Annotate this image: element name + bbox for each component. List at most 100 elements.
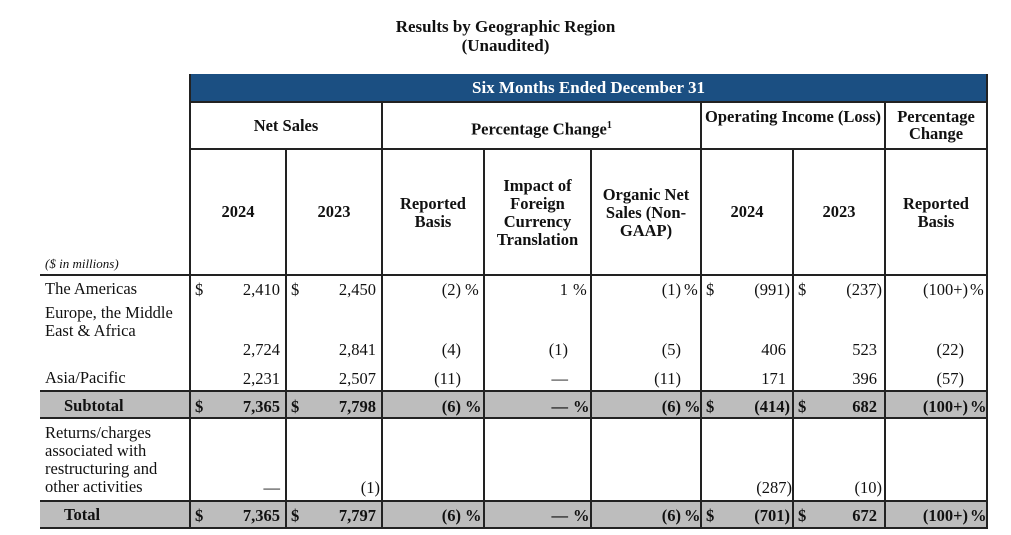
row-label: Returns/charges associated with restruct…: [45, 423, 158, 496]
table-cell: (414): [754, 397, 790, 416]
table-cell: —: [263, 478, 281, 497]
dollar-sign: $: [291, 280, 300, 299]
rule-below-subtotal: [40, 417, 987, 419]
table-cell: 406: [761, 340, 786, 359]
table-cell: 523: [852, 340, 877, 359]
table-cell: 2,231: [242, 369, 280, 388]
percent-sign: %: [684, 280, 698, 299]
rule-above-total: [40, 500, 987, 502]
dollar-sign: $: [706, 506, 715, 525]
table-cell: 396: [852, 369, 877, 388]
table-cell: (4): [441, 340, 461, 359]
table-cell: 7,365: [242, 506, 280, 525]
table-cell: (1): [548, 340, 568, 359]
table-cell: 7,798: [338, 397, 376, 416]
col-op-income-2024: 2024: [730, 202, 764, 221]
table-cell: (237): [846, 280, 882, 299]
table-cell: —: [551, 397, 569, 416]
units-note: ($ in millions): [45, 256, 119, 271]
percent-sign: %: [970, 506, 987, 525]
col-line-7: [792, 148, 794, 529]
dollar-sign: $: [291, 506, 300, 525]
period-header: Six Months Ended December 31: [190, 74, 987, 101]
percent-sign: %: [573, 280, 587, 299]
table-cell: 672: [852, 506, 877, 525]
table-cell: (991): [754, 280, 790, 299]
table-cell: 7,797: [338, 506, 376, 525]
col-net-sales-2024: 2024: [221, 202, 255, 221]
report-title: Results by Geographic Region: [395, 17, 616, 36]
dollar-sign: $: [195, 280, 204, 299]
dollar-sign: $: [706, 280, 715, 299]
dollar-sign: $: [798, 280, 807, 299]
col-op-income-2023: 2023: [822, 202, 856, 221]
table-cell: (22): [936, 340, 965, 359]
total-label: Total: [64, 505, 101, 524]
col-line-2: [285, 148, 287, 529]
table-cell: (11): [434, 369, 461, 388]
group-operating-income: Operating Income (Loss): [705, 107, 881, 126]
col-reported-basis: Reported Basis: [400, 194, 466, 231]
table-cell: (2): [441, 280, 461, 299]
group-net-sales: Net Sales: [253, 116, 319, 135]
percent-sign: %: [970, 397, 987, 416]
table-cell: (6): [441, 397, 461, 416]
table-cell: (100+): [922, 280, 968, 299]
col-line-6: [700, 101, 702, 529]
percent-sign: %: [970, 280, 984, 299]
table-cell: —: [551, 369, 569, 388]
table-cell: 171: [761, 369, 786, 388]
table-cell: 2,507: [338, 369, 376, 388]
report-subtitle: (Unaudited): [461, 36, 550, 55]
col-organic-net-sales: Organic Net Sales (Non-GAAP): [602, 185, 690, 240]
table-cell: (10): [854, 478, 883, 497]
row-label: The Americas: [45, 279, 138, 298]
col-fx-impact: Impact of Foreign Currency Translation: [496, 176, 579, 249]
rule-under-columns: [40, 274, 987, 276]
table-cell: 2,724: [242, 340, 280, 359]
total-band: [40, 501, 987, 528]
table-cell: (57): [936, 369, 965, 388]
table-cell: (100+): [922, 397, 968, 416]
subtotal-band: [40, 391, 987, 418]
table-cell: (287): [756, 478, 792, 497]
row-label: Asia/Pacific: [45, 368, 126, 387]
table-cell: (1): [360, 478, 380, 497]
subtotal-label: Subtotal: [64, 396, 124, 415]
table-cell: 2,410: [242, 280, 280, 299]
table-cell: (11): [654, 369, 681, 388]
percent-sign: %: [573, 397, 590, 416]
percent-sign: %: [684, 397, 701, 416]
col-line-4: [483, 148, 485, 529]
percent-sign: %: [465, 397, 482, 416]
rule-below-total: [40, 527, 987, 529]
col-line-5: [590, 148, 592, 529]
dollar-sign: $: [798, 506, 807, 525]
table-cell: (6): [661, 397, 681, 416]
dollar-sign: $: [195, 397, 204, 416]
group-percentage-change: Percentage Change1: [471, 119, 612, 139]
group-percentage-change-2: Percentage Change: [897, 107, 975, 143]
percent-sign: %: [465, 506, 482, 525]
table-cell: (1): [661, 280, 681, 299]
col-line-1: [189, 74, 191, 529]
col-line-9: [986, 74, 988, 529]
table-cell: (6): [661, 506, 681, 525]
col-line-3: [381, 101, 383, 529]
table-cell: 7,365: [242, 397, 280, 416]
rule-under-groups: [190, 148, 987, 150]
col-line-8: [884, 101, 886, 529]
table-cell: 1: [559, 280, 568, 299]
table-cell: (100+): [922, 506, 968, 525]
percent-sign: %: [573, 506, 590, 525]
percent-sign: %: [684, 506, 701, 525]
dollar-sign: $: [195, 506, 204, 525]
dollar-sign: $: [291, 397, 300, 416]
row-label: Europe, the Middle East & Africa: [45, 303, 173, 340]
table-cell: 2,450: [338, 280, 376, 299]
percent-sign: %: [465, 280, 479, 299]
table-cell: —: [551, 506, 569, 525]
table-cell: (701): [754, 506, 790, 525]
table-cell: 682: [852, 397, 877, 416]
table-cell: (5): [661, 340, 681, 359]
